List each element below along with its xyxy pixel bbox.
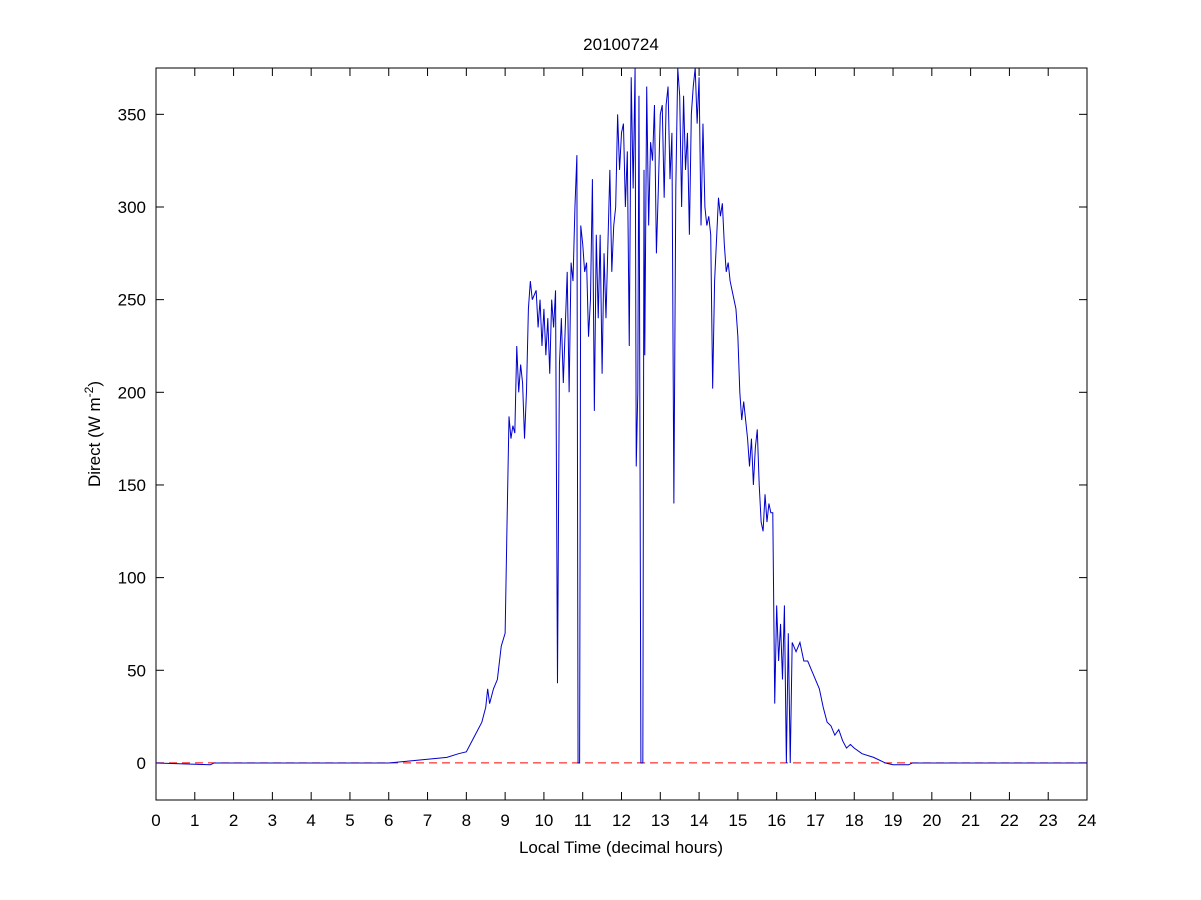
y-tick-label: 200: [118, 383, 146, 402]
x-axis-label: Local Time (decimal hours): [519, 838, 723, 857]
x-tick-label: 11: [574, 811, 592, 830]
y-label-suffix: ): [85, 381, 104, 387]
x-tick-label: 15: [728, 811, 747, 830]
x-tick-label: 17: [806, 811, 825, 830]
y-tick-label: 100: [118, 569, 146, 588]
data-line: [155, 67, 1087, 766]
x-tick-label: 7: [423, 811, 432, 830]
x-tick-label: 20: [922, 811, 941, 830]
x-tick-label: 3: [268, 811, 277, 830]
x-tick-label: 9: [500, 811, 509, 830]
x-tick-label: 13: [651, 811, 670, 830]
x-tick-label: 0: [151, 811, 160, 830]
y-tick-label: 50: [127, 661, 146, 680]
x-tick-label: 12: [612, 811, 631, 830]
x-tick-label: 23: [1039, 811, 1058, 830]
y-tick-label: 0: [137, 754, 146, 773]
y-tick-label: 350: [118, 105, 146, 124]
y-axis-label: Direct (W m-2): [82, 381, 104, 487]
x-tick-label: 22: [1000, 811, 1019, 830]
plot-frame: [155, 67, 1088, 801]
chart-title: 20100724: [583, 35, 659, 54]
x-tick-label: 4: [306, 811, 315, 830]
y-tick-label: 150: [118, 476, 146, 495]
x-tick-label: 5: [345, 811, 354, 830]
x-tick-label: 8: [462, 811, 471, 830]
x-tick-label: 1: [190, 811, 199, 830]
x-tick-label: 10: [534, 811, 553, 830]
y-label-sup: -2: [82, 386, 96, 397]
x-tick-label: 19: [884, 811, 903, 830]
x-tick-label: 2: [229, 811, 238, 830]
x-tick-label: 6: [384, 811, 393, 830]
x-tick-label: 14: [690, 811, 709, 830]
x-tick-label: 18: [845, 811, 864, 830]
y-tick-label: 250: [118, 291, 146, 310]
x-tick-label: 24: [1078, 811, 1097, 830]
y-label-text: Direct (W m: [85, 397, 104, 487]
x-tick-label: 16: [767, 811, 786, 830]
x-tick-label: 21: [961, 811, 980, 830]
y-tick-label: 300: [118, 198, 146, 217]
